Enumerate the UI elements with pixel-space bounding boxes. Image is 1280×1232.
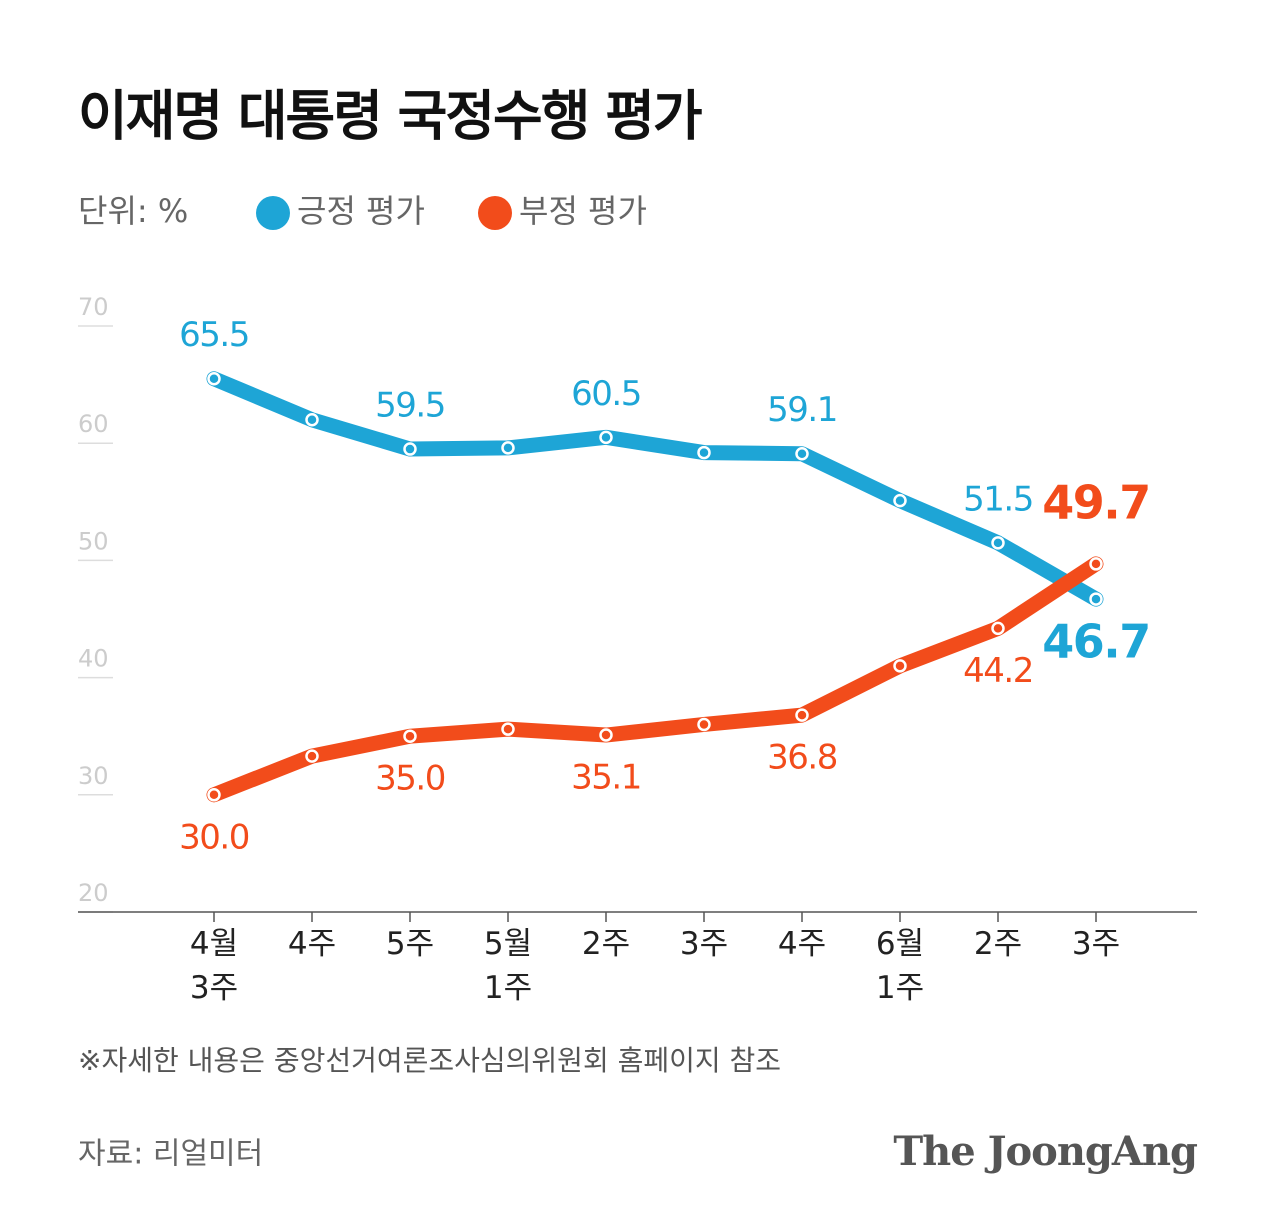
value-label: 59.5 xyxy=(375,386,445,426)
data-point xyxy=(501,441,515,455)
data-point xyxy=(403,442,417,456)
y-tick-label: 40 xyxy=(78,645,109,673)
source: 자료: 리얼미터 xyxy=(78,1137,263,1172)
data-point xyxy=(991,621,1005,636)
x-tick-label: 5주 xyxy=(386,926,434,962)
legend-label: 부정 평가 xyxy=(519,192,647,230)
chart-title: 이재명 대통령 국정수행 평가 xyxy=(78,85,702,148)
data-point xyxy=(893,659,907,673)
legend-label: 긍정 평가 xyxy=(297,192,425,230)
x-tick-label: 5월 1주 xyxy=(484,926,532,1006)
series-line xyxy=(206,371,1104,607)
data-point xyxy=(305,413,319,427)
value-label: 36.8 xyxy=(767,738,837,778)
y-tick-label: 60 xyxy=(78,410,109,438)
value-label: 46.7 xyxy=(1042,615,1150,669)
value-label: 59.1 xyxy=(767,390,837,430)
data-point xyxy=(697,445,711,460)
footnote: ※자세한 내용은 중앙선거여론조사심의위원회 홈페이지 참조 xyxy=(78,1044,781,1077)
brand-logo: The JoongAng xyxy=(893,1128,1198,1175)
data-point xyxy=(795,708,809,722)
value-label: 65.5 xyxy=(179,315,249,355)
value-label: 35.1 xyxy=(571,758,641,798)
y-tick-label: 30 xyxy=(78,762,109,790)
x-tick-label: 2주 xyxy=(974,926,1022,962)
x-tick-label: 3주 xyxy=(680,926,728,962)
value-label: 30.0 xyxy=(179,817,249,857)
x-tick-label: 3주 xyxy=(1072,926,1120,962)
unit-label: 단위: % xyxy=(78,192,188,230)
data-point xyxy=(697,717,711,732)
series-line xyxy=(206,556,1104,803)
value-label: 49.7 xyxy=(1042,475,1150,529)
x-tick-label: 2주 xyxy=(582,926,630,962)
data-point xyxy=(893,493,907,508)
data-point xyxy=(207,788,221,802)
data-point xyxy=(403,729,417,743)
y-tick-label: 70 xyxy=(78,293,109,321)
data-point xyxy=(207,371,221,386)
value-label: 35.0 xyxy=(375,759,445,799)
data-point xyxy=(501,722,515,736)
x-tick-label: 6월 1주 xyxy=(876,926,924,1006)
y-tick-label: 50 xyxy=(78,527,109,555)
value-label: 51.5 xyxy=(963,479,1033,519)
data-point xyxy=(1089,592,1103,606)
x-tick-label: 4월 3주 xyxy=(190,926,238,1006)
data-point xyxy=(1089,557,1103,571)
x-tick-label: 4주 xyxy=(288,926,336,962)
data-point xyxy=(795,446,809,461)
y-tick-label: 20 xyxy=(78,879,109,907)
legend-marker xyxy=(256,196,290,230)
data-point xyxy=(305,749,319,763)
value-label: 44.2 xyxy=(963,651,1033,691)
x-tick-label: 4주 xyxy=(778,926,826,962)
data-point xyxy=(599,728,613,742)
data-point xyxy=(599,430,613,445)
legend-marker xyxy=(478,196,512,230)
value-label: 60.5 xyxy=(571,374,641,414)
data-point xyxy=(991,536,1005,550)
